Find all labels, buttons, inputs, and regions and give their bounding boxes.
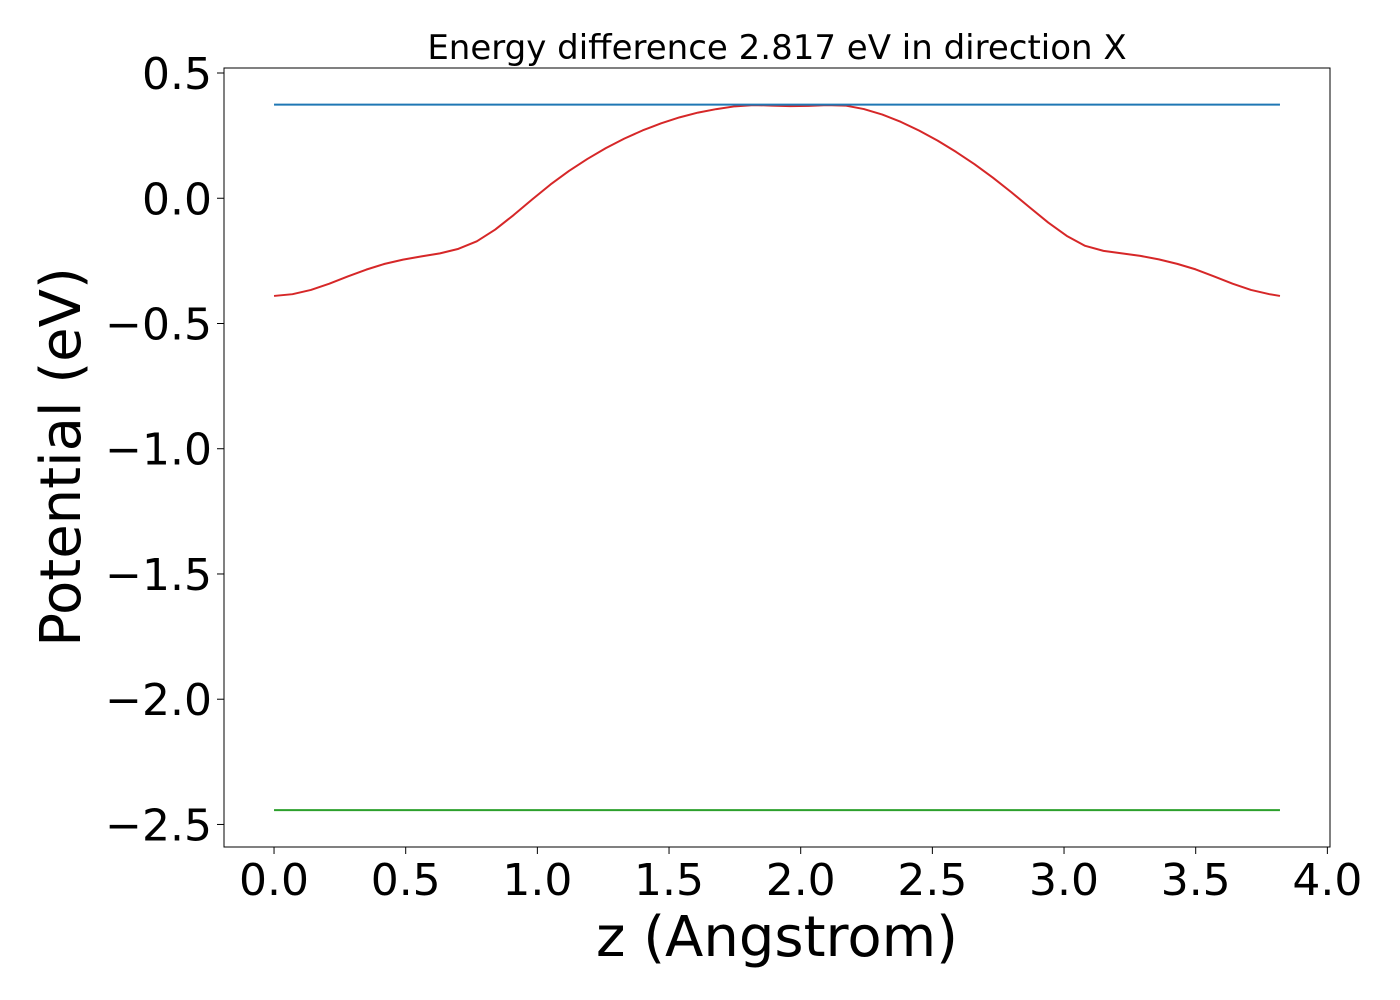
x-tick-label: 3.5 xyxy=(1161,855,1231,906)
y-tick-label: −0.5 xyxy=(105,299,212,350)
series-line-0 xyxy=(273,104,1281,297)
x-tick-label: 1.0 xyxy=(502,855,572,906)
y-tick-label: −2.5 xyxy=(105,800,212,851)
x-tick-label: 4.0 xyxy=(1292,855,1362,906)
x-tick-label: 0.0 xyxy=(239,855,309,906)
series-layer xyxy=(273,103,1281,812)
x-tick-label: 2.5 xyxy=(897,855,967,906)
y-axis: 0.5 0.0 −0.5 −1.0 −1.5 −2.0 −2.5 xyxy=(105,49,224,851)
x-tick-label: 0.5 xyxy=(371,855,441,906)
y-tick-label: −2.0 xyxy=(105,675,212,726)
x-tick-label: 1.5 xyxy=(634,855,704,906)
y-axis-title: Potential (eV) xyxy=(29,267,94,647)
x-tick-label: 2.0 xyxy=(766,855,836,906)
x-tick-label: 3.0 xyxy=(1029,855,1099,906)
y-tick-label: −1.0 xyxy=(105,425,212,476)
x-axis-title: z (Angstrom) xyxy=(596,905,958,970)
y-tick-label: 0.0 xyxy=(142,174,212,225)
y-tick-label: −1.5 xyxy=(105,550,212,601)
plot-frame xyxy=(223,67,1331,848)
chart-title: Energy difference 2.817 eV in direction … xyxy=(427,28,1126,68)
y-tick-label: 0.5 xyxy=(142,49,212,100)
x-axis: 0.0 0.5 1.0 1.5 2.0 2.5 3.0 3.5 4.0 xyxy=(239,847,1362,906)
